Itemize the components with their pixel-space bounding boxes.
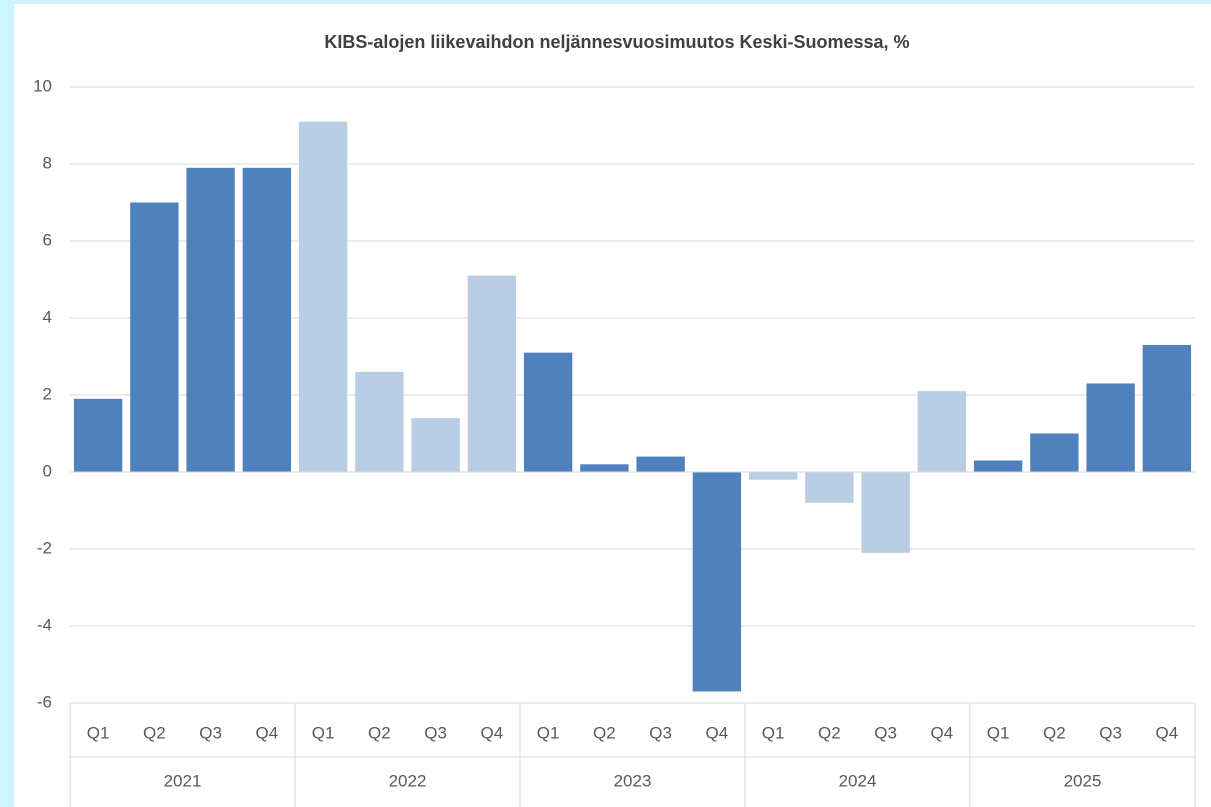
- x-tick-label: Q2: [368, 723, 391, 742]
- x-tick-label: Q1: [987, 723, 1010, 742]
- bar: [467, 275, 517, 472]
- bar: [73, 398, 123, 472]
- bar: [186, 167, 235, 472]
- y-tick-label: 6: [43, 230, 52, 249]
- group-label: 2022: [389, 771, 427, 790]
- bar: [805, 472, 854, 503]
- bar: [355, 371, 404, 472]
- bar: [242, 167, 292, 472]
- y-tick-label: -4: [37, 615, 52, 634]
- x-tick-label: Q4: [931, 723, 954, 742]
- x-tick-label: Q2: [593, 723, 616, 742]
- y-tick-label: -2: [37, 538, 52, 557]
- x-tick-label: Q3: [199, 723, 222, 742]
- chart-title: KIBS-alojen liikevaihdon neljännesvuosim…: [324, 32, 909, 52]
- y-tick-label: 10: [33, 76, 52, 95]
- x-tick-label: Q2: [143, 723, 166, 742]
- bar: [411, 418, 460, 472]
- x-tick-label: Q1: [537, 723, 560, 742]
- bar: [636, 456, 685, 472]
- x-tick-label: Q3: [874, 723, 897, 742]
- bar: [1142, 344, 1192, 472]
- x-tick-label: Q1: [312, 723, 335, 742]
- x-tick-label: Q1: [87, 723, 110, 742]
- group-label: 2024: [839, 771, 877, 790]
- bar: [580, 464, 629, 472]
- bar: [298, 121, 348, 473]
- x-tick-label: Q3: [649, 723, 672, 742]
- y-tick-label: -6: [37, 692, 52, 711]
- x-tick-label: Q4: [706, 723, 729, 742]
- y-tick-label: 0: [43, 461, 52, 480]
- bar: [692, 472, 742, 692]
- bar: [917, 391, 967, 472]
- bar: [861, 472, 910, 553]
- x-tick-label: Q2: [818, 723, 841, 742]
- x-tick-label: Q3: [1099, 723, 1122, 742]
- group-label: 2023: [614, 771, 652, 790]
- bar: [973, 460, 1023, 472]
- y-tick-label: 8: [43, 153, 52, 172]
- x-tick-label: Q4: [481, 723, 504, 742]
- y-tick-label: 2: [43, 384, 52, 403]
- group-label: 2021: [164, 771, 202, 790]
- bar: [523, 352, 573, 472]
- x-tick-label: Q4: [1156, 723, 1179, 742]
- y-tick-label: 4: [43, 307, 52, 326]
- x-tick-label: Q3: [424, 723, 447, 742]
- x-tick-label: Q2: [1043, 723, 1066, 742]
- x-tick-label: Q1: [762, 723, 785, 742]
- bar: [748, 472, 798, 480]
- group-label: 2025: [1064, 771, 1102, 790]
- bar: [130, 202, 179, 472]
- bar: [1030, 433, 1079, 472]
- bar: [1086, 383, 1135, 472]
- x-tick-label: Q4: [256, 723, 279, 742]
